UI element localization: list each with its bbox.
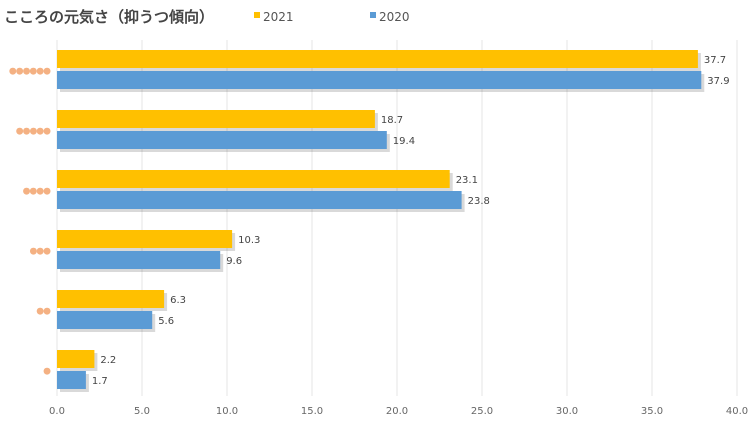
legend-label-2020: 2020 (379, 10, 410, 24)
category-label: ●●●●●● (9, 67, 51, 77)
data-label: 18.7 (381, 115, 403, 126)
x-tick-label: 20.0 (386, 406, 408, 417)
x-tick-label: 5.0 (134, 406, 150, 417)
x-tick-label: 25.0 (471, 406, 493, 417)
bars (57, 50, 705, 392)
legend-label-2021: 2021 (263, 10, 294, 24)
bar-2020-5 (57, 371, 86, 389)
data-labels: 37.7 18.7 23.1 10.3 6.3 2.2 37.9 19.4 23.8 9.6 5.6… (92, 55, 730, 387)
data-label: 10.3 (238, 235, 260, 246)
data-label: 37.9 (707, 76, 729, 87)
data-label: 9.6 (226, 256, 242, 267)
bar-2020-1 (57, 131, 387, 149)
data-label: 2.2 (100, 355, 116, 366)
x-tick-label: 10.0 (216, 406, 238, 417)
data-label: 23.8 (468, 196, 490, 207)
category-label: ●● (36, 307, 51, 317)
data-label: 23.1 (456, 175, 478, 186)
category-label: ●●●● (23, 187, 52, 197)
bar-2021-0 (57, 50, 698, 68)
category-label: ●●●●● (16, 127, 51, 137)
legend-swatch-2020 (370, 12, 376, 18)
category-labels: ●●●●●●●●●●●●●●●●●●●●● (9, 67, 52, 377)
bar-2021-5 (57, 350, 95, 368)
x-tick-label: 40.0 (726, 406, 748, 417)
data-label: 6.3 (170, 295, 186, 306)
x-tick-label: 15.0 (301, 406, 323, 417)
bar-2021-3 (57, 230, 233, 248)
bar-2021-4 (57, 290, 165, 308)
data-label: 19.4 (393, 136, 415, 147)
category-label: ●●● (29, 247, 51, 257)
bar-2020-2 (57, 191, 462, 209)
data-label: 1.7 (92, 376, 108, 387)
x-tick-label: 30.0 (556, 406, 578, 417)
x-tick-label: 35.0 (641, 406, 663, 417)
bar-2021-1 (57, 110, 375, 128)
bar-2020-4 (57, 311, 153, 329)
category-label: ● (43, 367, 51, 377)
bar-2020-3 (57, 251, 221, 269)
x-tick-label: 0.0 (49, 406, 65, 417)
gridlines (56, 40, 738, 396)
bar-2021-2 (57, 170, 450, 188)
x-axis-ticks: 0.0 5.0 10.0 15.0 20.0 25.0 30.0 35.0 40.0 (49, 406, 748, 417)
legend: 2021 2020 (254, 10, 410, 24)
data-label: 5.6 (158, 316, 174, 327)
data-label: 37.7 (704, 55, 726, 66)
bar-2020-0 (57, 71, 702, 89)
legend-swatch-2021 (254, 12, 260, 18)
chart-title: こころの元気さ（抑うつ傾向） (4, 8, 214, 26)
